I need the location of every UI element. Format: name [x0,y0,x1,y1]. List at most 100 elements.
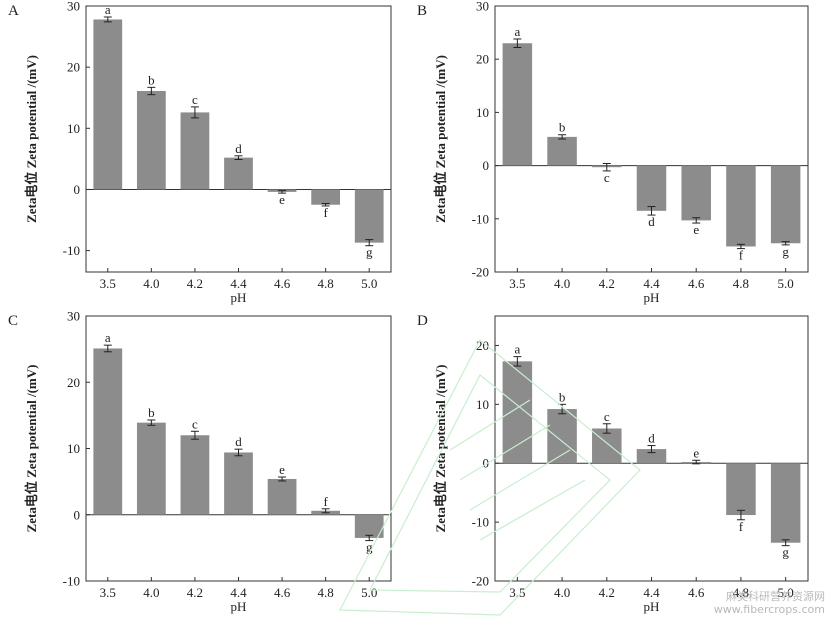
y-axis-label: Zeta电位 Zeta potential /(mV) [433,55,448,223]
bar [354,189,384,243]
y-tick-label: 30 [476,0,489,14]
x-axis-label: pH [644,290,660,305]
significance-letter: e [279,192,285,207]
y-tick-label: 10 [476,397,489,412]
bar [547,409,577,464]
chart-panel-c: C -10 0 10 20 30 a 3.5 b 4.0 c 4.2 d 4.4 e 4.6 f 4.8 g 5.0 p… [8,309,392,614]
significance-letter: a [105,330,111,345]
significance-letter: g [782,545,789,560]
bar [224,452,253,515]
x-tick-label: 4.8 [733,585,749,600]
y-tick-label: 0 [483,456,490,471]
significance-letter: g [782,244,789,259]
significance-letter: c [604,170,610,185]
significance-letter: f [323,494,328,509]
significance-letter: f [739,248,744,263]
y-tick-label: -10 [63,243,80,258]
panel-label: B [417,3,427,19]
x-tick-label: 4.4 [230,276,247,291]
bar [502,361,533,464]
x-tick-label: 4.8 [733,276,749,291]
x-tick-label: 3.5 [100,585,116,600]
y-axis-label: Zeta电位 Zeta potential /(mV) [433,365,448,533]
significance-letter: e [693,222,699,237]
significance-letter: f [739,519,744,534]
chart-panel-b: B -20 -10 0 10 20 30 a 3.5 b 4.0 c 4.2 d 4.4 e 4.6 f 4.8 g 5… [417,0,809,305]
y-tick-label: 0 [483,158,490,173]
significance-letter: d [648,431,655,446]
bar [180,112,210,190]
bar [770,165,801,244]
significance-letter: a [514,24,520,39]
x-tick-label: 4.0 [554,585,570,600]
significance-letter: a [514,342,520,357]
x-tick-label: 5.0 [778,276,794,291]
y-tick-label: 0 [74,507,81,522]
bar [93,348,123,515]
x-axis-label: pH [644,599,660,614]
x-tick-label: 4.4 [643,585,660,600]
y-tick-label: 20 [476,52,489,67]
significance-letter: a [105,2,111,17]
x-axis-label: pH [231,599,247,614]
panel-label: C [8,313,18,329]
y-tick-label: 10 [67,441,80,456]
x-tick-label: 5.0 [361,276,377,291]
y-tick-label: 20 [476,338,489,353]
y-tick-label: -20 [472,265,489,280]
significance-letter: d [235,434,242,449]
x-tick-label: 4.2 [599,585,615,600]
significance-letter: g [366,540,373,555]
significance-letter: c [192,416,198,431]
bar [267,478,297,515]
y-tick-label: 20 [67,60,80,75]
bar [136,422,166,515]
bar [726,463,756,516]
panel-label: A [8,3,19,19]
y-axis-label: Zeta电位 Zeta potential /(mV) [24,365,39,533]
y-tick-label: 30 [67,309,80,324]
plot-frame [494,5,809,273]
bar [354,514,384,538]
y-tick-label: -10 [63,574,80,589]
significance-letter: b [559,389,566,404]
bar [311,189,341,205]
significance-letter: c [604,409,610,424]
y-tick-label: 10 [67,121,80,136]
watermark: 麻类科研营养资源网 www.fibercrops.com [714,590,825,616]
x-tick-label: 3.5 [509,276,525,291]
chart-panel-a: A -10 0 10 20 30 a 3.5 b 4.0 c 4.2 d 4.4 e 4.6 f 4.8 g 5.0 p… [8,0,392,305]
x-tick-label: 4.6 [274,585,291,600]
y-axis-label: Zeta电位 Zeta potential /(mV) [24,55,39,223]
bar [136,90,166,190]
significance-letter: f [323,205,328,220]
significance-letter: e [693,445,699,460]
significance-letter: c [192,92,198,107]
x-tick-label: 4.2 [187,585,203,600]
plot-frame [85,5,392,273]
x-tick-label: 4.0 [143,276,159,291]
y-tick-label: -20 [472,574,489,589]
x-tick-label: 4.6 [274,276,291,291]
x-tick-label: 4.4 [643,276,660,291]
significance-letter: b [148,72,155,87]
bar [636,165,667,211]
watermark-line2: www.fibercrops.com [713,603,825,616]
bar [224,157,253,190]
bar [502,43,533,166]
significance-letter: b [559,120,566,135]
x-tick-label: 3.5 [509,585,525,600]
x-axis-label: pH [231,290,247,305]
x-tick-label: 4.6 [688,585,705,600]
x-tick-label: 4.2 [187,276,203,291]
x-tick-label: 4.8 [318,276,334,291]
x-tick-label: 4.2 [599,276,615,291]
x-tick-label: 4.0 [143,585,159,600]
y-tick-label: 30 [67,0,80,14]
significance-letter: d [648,214,655,229]
significance-letter: g [366,245,373,260]
x-tick-label: 4.0 [554,276,570,291]
y-tick-label: 10 [476,105,489,120]
bar [180,435,210,515]
